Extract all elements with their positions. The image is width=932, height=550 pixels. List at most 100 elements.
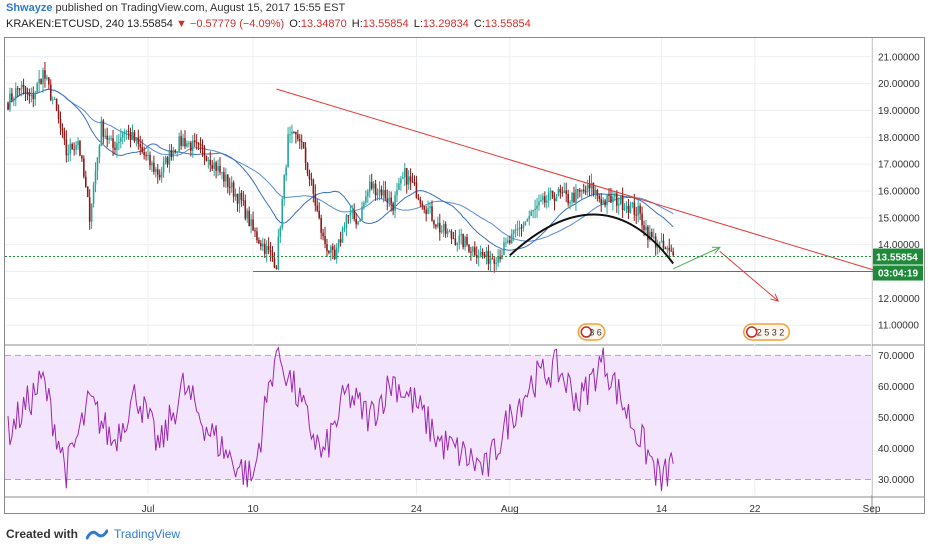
- event-badge-label: 2 5 3 2: [757, 328, 785, 338]
- tradingview-brand[interactable]: TradingView: [114, 527, 181, 541]
- candle-body: [365, 196, 367, 203]
- y-tick-label: 16.00000: [878, 187, 920, 198]
- y-tick-label: 14.00000: [878, 240, 920, 251]
- candle-body: [446, 231, 449, 234]
- candle-body: [621, 195, 624, 210]
- candle-body: [376, 192, 379, 196]
- candle-body: [193, 140, 196, 143]
- candle-body: [335, 247, 338, 259]
- candle-body: [479, 251, 482, 257]
- candle-body: [168, 150, 171, 165]
- candle-body: [267, 246, 270, 250]
- candle-body: [666, 247, 669, 250]
- candle-body: [225, 174, 227, 182]
- candle-body: [242, 199, 245, 201]
- candle-body: [475, 254, 478, 258]
- candle-body: [221, 172, 223, 174]
- candle-body: [205, 155, 208, 161]
- candle-body: [588, 184, 591, 189]
- candle-body: [258, 240, 260, 244]
- candle-body: [57, 110, 60, 120]
- candle-body: [579, 190, 581, 192]
- candle-body: [281, 198, 284, 228]
- candle-body: [120, 137, 122, 142]
- candle-body: [143, 151, 145, 156]
- candle-body: [191, 140, 194, 151]
- candle-body: [559, 188, 562, 193]
- candle-body: [652, 236, 655, 238]
- candle-body: [199, 144, 202, 146]
- candle-body: [625, 205, 628, 209]
- candle-body: [614, 193, 616, 197]
- author-name[interactable]: Shwayze: [6, 2, 53, 14]
- candle-body: [524, 221, 527, 226]
- candle-body: [444, 223, 447, 234]
- candle-body: [300, 141, 303, 143]
- candle-body: [417, 197, 420, 200]
- candle-body: [491, 258, 494, 260]
- footer: Created with TradingView: [6, 527, 180, 541]
- candle-body: [345, 215, 348, 229]
- candle-body: [339, 239, 342, 243]
- candle-body: [65, 139, 68, 156]
- candle-body: [612, 196, 614, 203]
- candle-body: [273, 258, 276, 268]
- candle-body: [170, 150, 173, 157]
- y-tick-label: 17.00000: [878, 160, 920, 171]
- candle-body: [318, 210, 320, 218]
- candle-body: [92, 184, 95, 204]
- candle-body: [649, 232, 651, 240]
- candle-body: [466, 237, 468, 245]
- candle-body: [11, 93, 13, 101]
- candle-body: [155, 169, 157, 172]
- candle-body: [22, 84, 25, 88]
- candle-body: [619, 195, 622, 204]
- candle-body: [536, 205, 538, 209]
- candle-body: [44, 70, 46, 79]
- candle-body: [131, 132, 134, 140]
- candle-body: [127, 131, 130, 133]
- candle-body: [162, 162, 165, 173]
- candle-body: [448, 231, 451, 233]
- candle-body: [326, 244, 328, 251]
- candle-body: [88, 197, 91, 222]
- candle-body: [285, 167, 287, 176]
- candle-body: [297, 134, 299, 139]
- countdown-label: 03:04:19: [878, 269, 918, 280]
- y-tick-label: 12.00000: [878, 294, 920, 305]
- candle-body: [20, 84, 23, 89]
- candle-body: [425, 209, 427, 214]
- y-tick-label: 15.00000: [878, 213, 920, 224]
- y-tick-label: 19.00000: [878, 106, 920, 117]
- candle-body: [388, 197, 391, 202]
- candle-body: [509, 240, 511, 243]
- candle-body: [125, 131, 128, 133]
- candle-body: [123, 131, 126, 134]
- symbol-label: KRAKEN:ETCUSD, 240: [6, 18, 124, 30]
- y-tick-label: 11.00000: [878, 321, 919, 332]
- candle-body: [36, 83, 38, 93]
- candle-body: [180, 136, 182, 146]
- candle-body: [195, 142, 198, 144]
- candle-body: [437, 222, 439, 227]
- candle-body: [85, 176, 87, 187]
- candle-body: [495, 263, 497, 265]
- candle-body: [248, 210, 250, 227]
- candle-body: [114, 147, 116, 150]
- candle-body: [450, 231, 453, 239]
- candle-body: [322, 232, 324, 236]
- candle-body: [110, 138, 112, 140]
- candle-body: [456, 243, 459, 245]
- y-tick-label: 21.00000: [878, 52, 920, 63]
- last-price: 13.55854: [127, 18, 173, 30]
- candle-body: [516, 228, 519, 230]
- candle-body: [454, 238, 457, 245]
- candle-body: [462, 234, 464, 248]
- candle-body: [485, 250, 488, 258]
- candle-body: [647, 226, 649, 240]
- candle-body: [573, 192, 575, 203]
- candle-body: [367, 191, 369, 197]
- candle-body: [77, 141, 79, 146]
- candle-body: [528, 215, 531, 220]
